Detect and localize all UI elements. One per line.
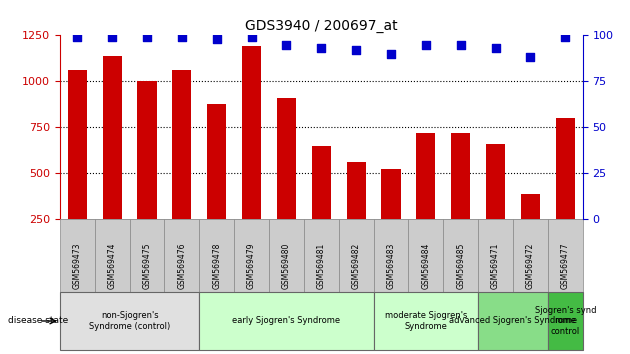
Point [560,34,570,40]
Bar [444,219,478,292]
Title: GDS3940 / 200697_at: GDS3940 / 200697_at [245,19,398,33]
Bar [60,219,94,292]
Text: GSM569475: GSM569475 [142,242,151,289]
Text: GSM569478: GSM569478 [212,242,221,289]
Bar [416,133,435,266]
Bar [207,103,226,266]
Point [142,34,152,40]
Point [455,42,466,47]
Bar [312,146,331,266]
Point [525,55,536,60]
Text: disease state: disease state [8,316,68,325]
Point [421,42,431,47]
Bar [556,118,575,266]
Bar [408,219,444,292]
Bar [242,46,261,266]
Bar [199,219,234,292]
Bar [374,219,408,292]
Bar [164,219,199,292]
Bar [60,292,199,350]
Text: moderate Sjogren's
Syndrome: moderate Sjogren's Syndrome [385,311,467,331]
Text: non-Sjogren's
Syndrome (control): non-Sjogren's Syndrome (control) [89,311,170,331]
Point [72,34,83,40]
Bar [548,292,583,350]
Text: GSM569476: GSM569476 [178,242,186,289]
Bar [304,219,339,292]
Bar [478,292,548,350]
Bar [269,219,304,292]
Text: GSM569481: GSM569481 [317,242,326,289]
Bar [521,194,540,266]
Bar [172,70,192,266]
Bar [94,219,130,292]
Bar [451,133,471,266]
Text: GSM569472: GSM569472 [526,242,535,289]
Text: GSM569474: GSM569474 [108,242,117,289]
Text: GSM569477: GSM569477 [561,242,570,289]
Bar [67,70,87,266]
Bar [137,81,157,266]
Bar [277,98,296,266]
Point [177,34,187,40]
Text: early Sjogren's Syndrome: early Sjogren's Syndrome [232,316,340,325]
Bar [130,219,164,292]
Bar [199,292,374,350]
Text: GSM569471: GSM569471 [491,242,500,289]
Bar [381,169,401,266]
Text: advanced Sjogren's Syndrome: advanced Sjogren's Syndrome [449,316,577,325]
Point [351,47,361,53]
Point [246,34,256,40]
Text: GSM569480: GSM569480 [282,242,291,289]
Bar [478,219,513,292]
Point [282,42,292,47]
Text: GSM569484: GSM569484 [421,242,430,289]
Point [491,45,501,51]
Text: Sjogren's synd
rome
control: Sjogren's synd rome control [535,306,596,336]
Bar [103,56,122,266]
Bar [486,144,505,266]
Text: GSM569485: GSM569485 [456,242,465,289]
Bar [548,219,583,292]
Bar [339,219,374,292]
Text: GSM569479: GSM569479 [247,242,256,289]
Text: GSM569473: GSM569473 [73,242,82,289]
Text: GSM569482: GSM569482 [352,242,360,289]
Text: GSM569483: GSM569483 [387,242,396,289]
Bar [346,162,366,266]
Bar [513,219,548,292]
Point [212,36,222,42]
Point [107,34,117,40]
Point [386,51,396,57]
Bar [374,292,478,350]
Point [316,45,326,51]
Bar [234,219,269,292]
